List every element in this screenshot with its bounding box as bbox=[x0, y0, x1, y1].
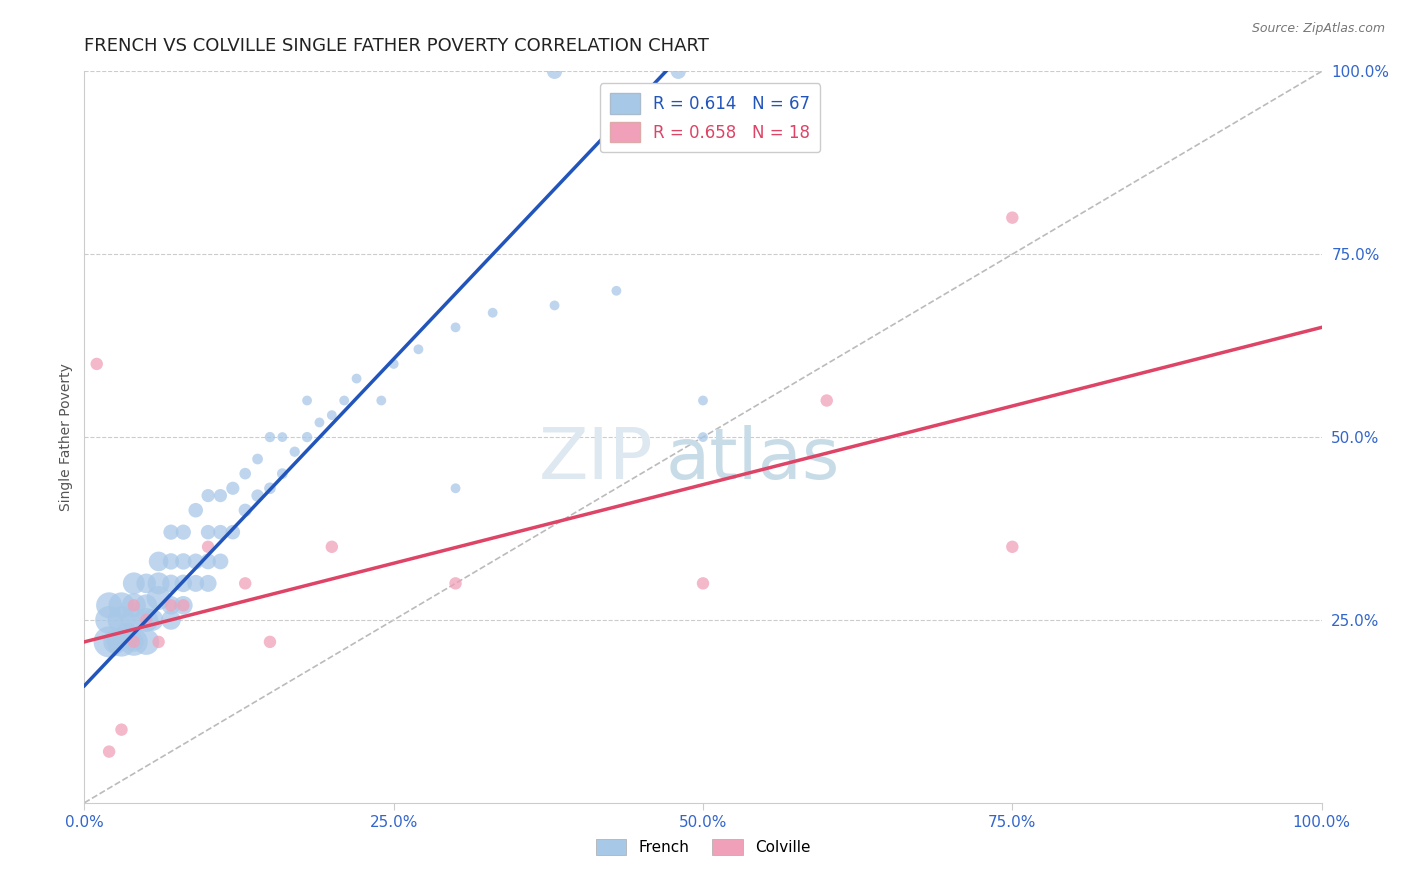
Point bbox=[122, 599, 145, 613]
Point bbox=[117, 627, 139, 641]
Point bbox=[160, 525, 183, 540]
Point bbox=[98, 745, 121, 759]
Point bbox=[815, 393, 838, 408]
Point bbox=[141, 613, 163, 627]
Point bbox=[148, 576, 170, 591]
Point bbox=[160, 599, 183, 613]
Point bbox=[295, 430, 318, 444]
Point bbox=[135, 635, 157, 649]
Point bbox=[222, 525, 245, 540]
Point bbox=[1001, 540, 1024, 554]
Point bbox=[259, 635, 281, 649]
Point bbox=[135, 613, 157, 627]
Point bbox=[209, 554, 232, 568]
Point bbox=[160, 613, 183, 627]
Point bbox=[246, 452, 269, 467]
Point bbox=[284, 444, 307, 458]
Point bbox=[148, 591, 170, 605]
Y-axis label: Single Father Poverty: Single Father Poverty bbox=[59, 363, 73, 511]
Point bbox=[122, 635, 145, 649]
Point bbox=[209, 489, 232, 503]
Point bbox=[98, 635, 121, 649]
Point bbox=[543, 64, 565, 78]
Point bbox=[197, 525, 219, 540]
Point bbox=[692, 576, 714, 591]
Point bbox=[233, 467, 256, 481]
Point bbox=[122, 635, 145, 649]
Point bbox=[233, 576, 256, 591]
Point bbox=[160, 576, 183, 591]
Point bbox=[86, 357, 108, 371]
Point bbox=[172, 554, 194, 568]
Point bbox=[346, 371, 368, 385]
Point bbox=[308, 416, 330, 430]
Point bbox=[666, 64, 689, 78]
Point bbox=[259, 481, 281, 495]
Point bbox=[605, 284, 627, 298]
Point bbox=[382, 357, 405, 371]
Point bbox=[104, 635, 127, 649]
Point bbox=[543, 298, 565, 312]
Point bbox=[184, 503, 207, 517]
Point bbox=[197, 489, 219, 503]
Point bbox=[321, 540, 343, 554]
Point bbox=[444, 576, 467, 591]
Point bbox=[321, 408, 343, 422]
Point bbox=[408, 343, 430, 357]
Point bbox=[692, 393, 714, 408]
Point bbox=[481, 306, 503, 320]
Point bbox=[110, 635, 132, 649]
Point bbox=[209, 525, 232, 540]
Point bbox=[98, 613, 121, 627]
Point bbox=[692, 430, 714, 444]
Point bbox=[184, 576, 207, 591]
Point bbox=[184, 554, 207, 568]
Point bbox=[110, 723, 132, 737]
Point bbox=[135, 599, 157, 613]
Point bbox=[246, 489, 269, 503]
Point bbox=[122, 599, 145, 613]
Text: ZIP: ZIP bbox=[538, 425, 654, 493]
Point bbox=[233, 503, 256, 517]
Point bbox=[197, 540, 219, 554]
Point bbox=[271, 430, 294, 444]
Point bbox=[222, 481, 245, 495]
Point bbox=[172, 599, 194, 613]
Point bbox=[122, 576, 145, 591]
Point bbox=[148, 554, 170, 568]
Point bbox=[135, 613, 157, 627]
Point bbox=[110, 613, 132, 627]
Point bbox=[172, 599, 194, 613]
Point bbox=[160, 554, 183, 568]
Point bbox=[122, 635, 145, 649]
Point bbox=[135, 576, 157, 591]
Point bbox=[98, 599, 121, 613]
Text: atlas: atlas bbox=[666, 425, 841, 493]
Point bbox=[172, 525, 194, 540]
Point bbox=[333, 393, 356, 408]
Legend: French, Colville: French, Colville bbox=[589, 833, 817, 861]
Point bbox=[370, 393, 392, 408]
Point bbox=[160, 599, 183, 613]
Point bbox=[259, 430, 281, 444]
Point bbox=[1001, 211, 1024, 225]
Point bbox=[295, 393, 318, 408]
Point bbox=[110, 599, 132, 613]
Point bbox=[122, 613, 145, 627]
Point bbox=[197, 554, 219, 568]
Point bbox=[271, 467, 294, 481]
Text: FRENCH VS COLVILLE SINGLE FATHER POVERTY CORRELATION CHART: FRENCH VS COLVILLE SINGLE FATHER POVERTY… bbox=[84, 37, 709, 54]
Point bbox=[444, 481, 467, 495]
Point bbox=[197, 576, 219, 591]
Point bbox=[172, 576, 194, 591]
Text: Source: ZipAtlas.com: Source: ZipAtlas.com bbox=[1251, 22, 1385, 36]
Point bbox=[444, 320, 467, 334]
Point bbox=[148, 635, 170, 649]
